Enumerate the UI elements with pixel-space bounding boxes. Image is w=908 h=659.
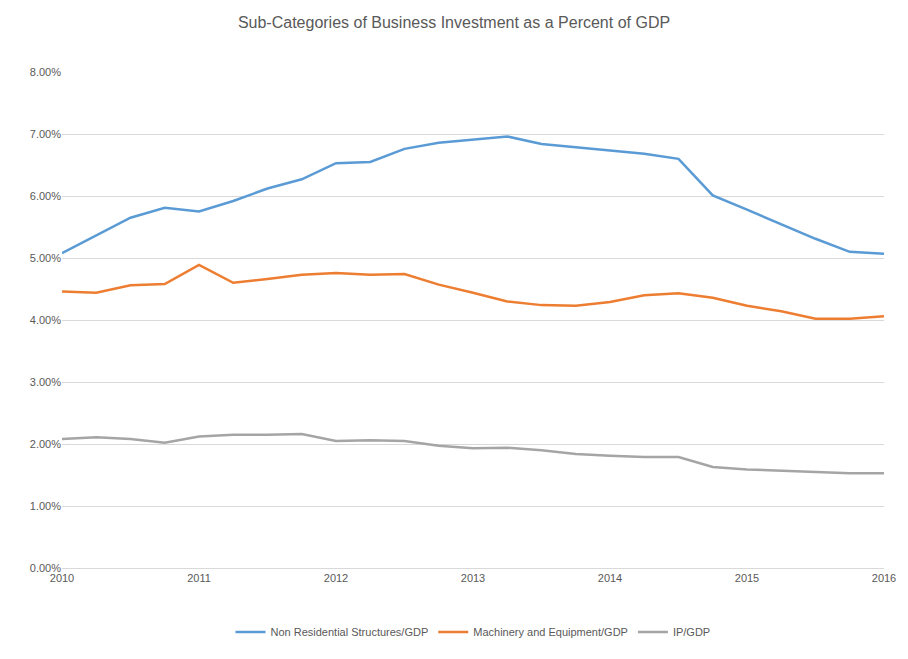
- svg-text:2016: 2016: [872, 572, 896, 584]
- svg-text:2012: 2012: [324, 572, 348, 584]
- svg-text:2.00%: 2.00%: [30, 438, 61, 450]
- svg-text:2013: 2013: [461, 572, 485, 584]
- svg-text:8.00%: 8.00%: [30, 66, 61, 78]
- svg-text:2014: 2014: [598, 572, 622, 584]
- svg-text:2011: 2011: [187, 572, 211, 584]
- svg-text:0.00%: 0.00%: [30, 562, 61, 574]
- svg-text:6.00%: 6.00%: [30, 190, 61, 202]
- svg-text:2010: 2010: [50, 572, 74, 584]
- svg-text:2015: 2015: [735, 572, 759, 584]
- svg-text:Sub-Categories of Business Inv: Sub-Categories of Business Investment as…: [238, 14, 670, 31]
- svg-text:4.00%: 4.00%: [30, 314, 61, 326]
- svg-text:IP/GDP: IP/GDP: [673, 626, 710, 638]
- svg-text:1.00%: 1.00%: [30, 500, 61, 512]
- svg-text:Non Residential Structures/GDP: Non Residential Structures/GDP: [271, 626, 429, 638]
- svg-text:7.00%: 7.00%: [30, 128, 61, 140]
- svg-text:5.00%: 5.00%: [30, 252, 61, 264]
- svg-text:3.00%: 3.00%: [30, 376, 61, 388]
- svg-text:Machinery and Equipment/GDP: Machinery and Equipment/GDP: [473, 626, 628, 638]
